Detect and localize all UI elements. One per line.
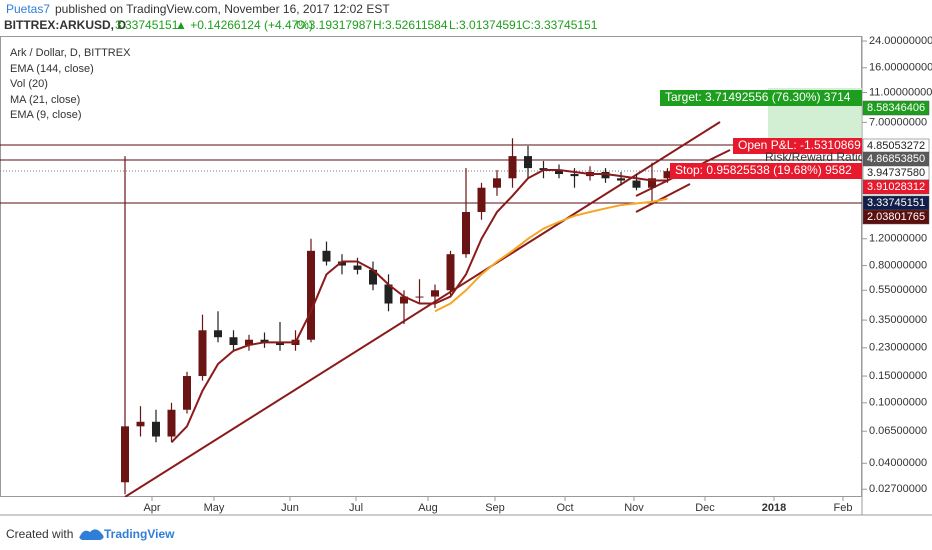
x-tick-label: Oct xyxy=(556,502,573,514)
candle-body xyxy=(276,342,284,346)
indicator-line xyxy=(434,197,668,313)
price-label-bg xyxy=(862,100,930,116)
legend-item: Ark / Dollar, D, BITTREX xyxy=(10,47,131,59)
price-label: 4.86853850 xyxy=(867,153,925,165)
candle-body xyxy=(369,269,377,285)
y-tick-label: 1.20000000 xyxy=(869,233,927,245)
y-tick-label: 0.06500000 xyxy=(869,425,927,437)
y-tick-label: 24.00000000 xyxy=(869,35,932,47)
indicator-line xyxy=(170,169,668,443)
y-tick-label: 0.04000000 xyxy=(869,457,927,469)
candle-body xyxy=(322,250,331,262)
annotation-box xyxy=(733,138,862,154)
candle-body xyxy=(431,290,439,297)
footer-created: Created with xyxy=(6,527,73,541)
ohlc-close: C:3.33745151 xyxy=(522,18,598,32)
candle-body xyxy=(260,339,269,343)
candle-body xyxy=(245,339,253,346)
price-label: 3.33745151 xyxy=(867,197,925,209)
published: published on TradingView.com, November 1… xyxy=(55,2,390,16)
ohlc-low: L:3.01374591 xyxy=(449,18,523,32)
candle-body xyxy=(446,254,455,291)
x-tick-label: Nov xyxy=(624,502,644,514)
price-label: 2.03801765 xyxy=(867,211,925,223)
x-tick-label: Sep xyxy=(485,502,505,514)
candle-body xyxy=(198,330,207,377)
candle-body xyxy=(384,284,393,304)
annotation-text: Risk/Reward Ratio xyxy=(765,150,865,164)
y-tick-label: 0.23000000 xyxy=(869,342,927,354)
price-label: 4.85053272 xyxy=(867,140,925,152)
y-tick-label: 7.00000000 xyxy=(869,116,927,128)
annotation-text: Stop: 0.95825538 (19.68%) 9582 xyxy=(675,163,852,177)
change: ▲ +0.14266124 (+4.47%) xyxy=(175,18,313,32)
price-label: 3.91028312 xyxy=(867,181,925,193)
candle-body xyxy=(415,296,424,298)
x-tick-label: Feb xyxy=(834,502,853,514)
legend-item: MA (21, close) xyxy=(10,94,80,106)
last: 3.33745151 xyxy=(115,18,179,32)
candle-body xyxy=(353,265,362,270)
candle-body xyxy=(136,421,145,427)
y-tick-label: 0.02700000 xyxy=(869,483,927,495)
candle-body xyxy=(601,171,610,179)
candle-body xyxy=(493,178,501,188)
plot-area: Target: 3.71492556 (76.30%) 3714 Open P&L… xyxy=(0,88,865,497)
symbol: BITTREX:ARKUSD, D xyxy=(4,18,126,32)
candle-body xyxy=(167,409,176,437)
x-tick-label: May xyxy=(204,502,225,514)
x-tick-label: Jul xyxy=(349,502,363,514)
y-tick-label: 11.00000000 xyxy=(869,86,932,98)
author[interactable]: Puetas7 xyxy=(6,2,50,16)
annotation-box xyxy=(670,163,862,179)
y-tick-label: 16.00000000 xyxy=(869,62,932,74)
annotation-text: Open P&L: -1.5310869 xyxy=(738,138,861,152)
candle-body xyxy=(121,426,129,483)
y-tick-label: 0.10000000 xyxy=(869,397,927,409)
x-tick-label: 2018 xyxy=(762,502,786,514)
candle-body xyxy=(229,337,238,346)
price-label: 3.94737580 xyxy=(867,167,925,179)
ohlc-open: O:3.19317987 xyxy=(296,18,372,32)
candle-body xyxy=(462,212,470,255)
x-tick-label: Dec xyxy=(695,502,715,514)
y-tick-label: 0.80000000 xyxy=(869,259,927,271)
candle-body xyxy=(555,170,563,175)
candle-body xyxy=(524,156,532,169)
x-tick-label: Jun xyxy=(281,502,299,514)
legend-item: Vol (20) xyxy=(10,78,48,90)
y-tick-label: 0.55000000 xyxy=(869,284,927,296)
annotation-text: Target: 3.71492556 (76.30%) 3714 xyxy=(665,90,851,104)
ohlc-high: H:3.52611584 xyxy=(373,18,448,32)
y-tick-label: 0.35000000 xyxy=(869,314,927,326)
legend-item: EMA (9, close) xyxy=(10,109,82,121)
candle-body xyxy=(663,171,672,179)
candle-body xyxy=(508,156,517,179)
candle-body xyxy=(307,250,315,340)
price-label-bg xyxy=(862,209,930,225)
legend-item: EMA (144, close) xyxy=(10,63,94,75)
price-label-bg xyxy=(862,179,930,195)
candle-body xyxy=(400,296,408,304)
candle-body xyxy=(617,178,625,181)
footer-brand[interactable]: TradingView xyxy=(104,527,175,541)
candle-body xyxy=(648,178,656,188)
price-label: 8.58346406 xyxy=(867,102,925,114)
candle-body xyxy=(632,180,641,188)
candle-body xyxy=(152,421,160,437)
y-tick-label: 0.15000000 xyxy=(869,370,927,382)
candle-body xyxy=(183,376,191,410)
annotation-box xyxy=(660,90,862,106)
candle-body xyxy=(214,330,222,338)
watermark-logo xyxy=(79,529,104,540)
candle-body xyxy=(570,174,579,177)
channel-line xyxy=(635,183,691,213)
x-tick-label: Aug xyxy=(418,502,438,514)
candle-body xyxy=(338,261,346,266)
x-tick-label: Apr xyxy=(143,502,160,514)
candle-body xyxy=(477,187,486,213)
